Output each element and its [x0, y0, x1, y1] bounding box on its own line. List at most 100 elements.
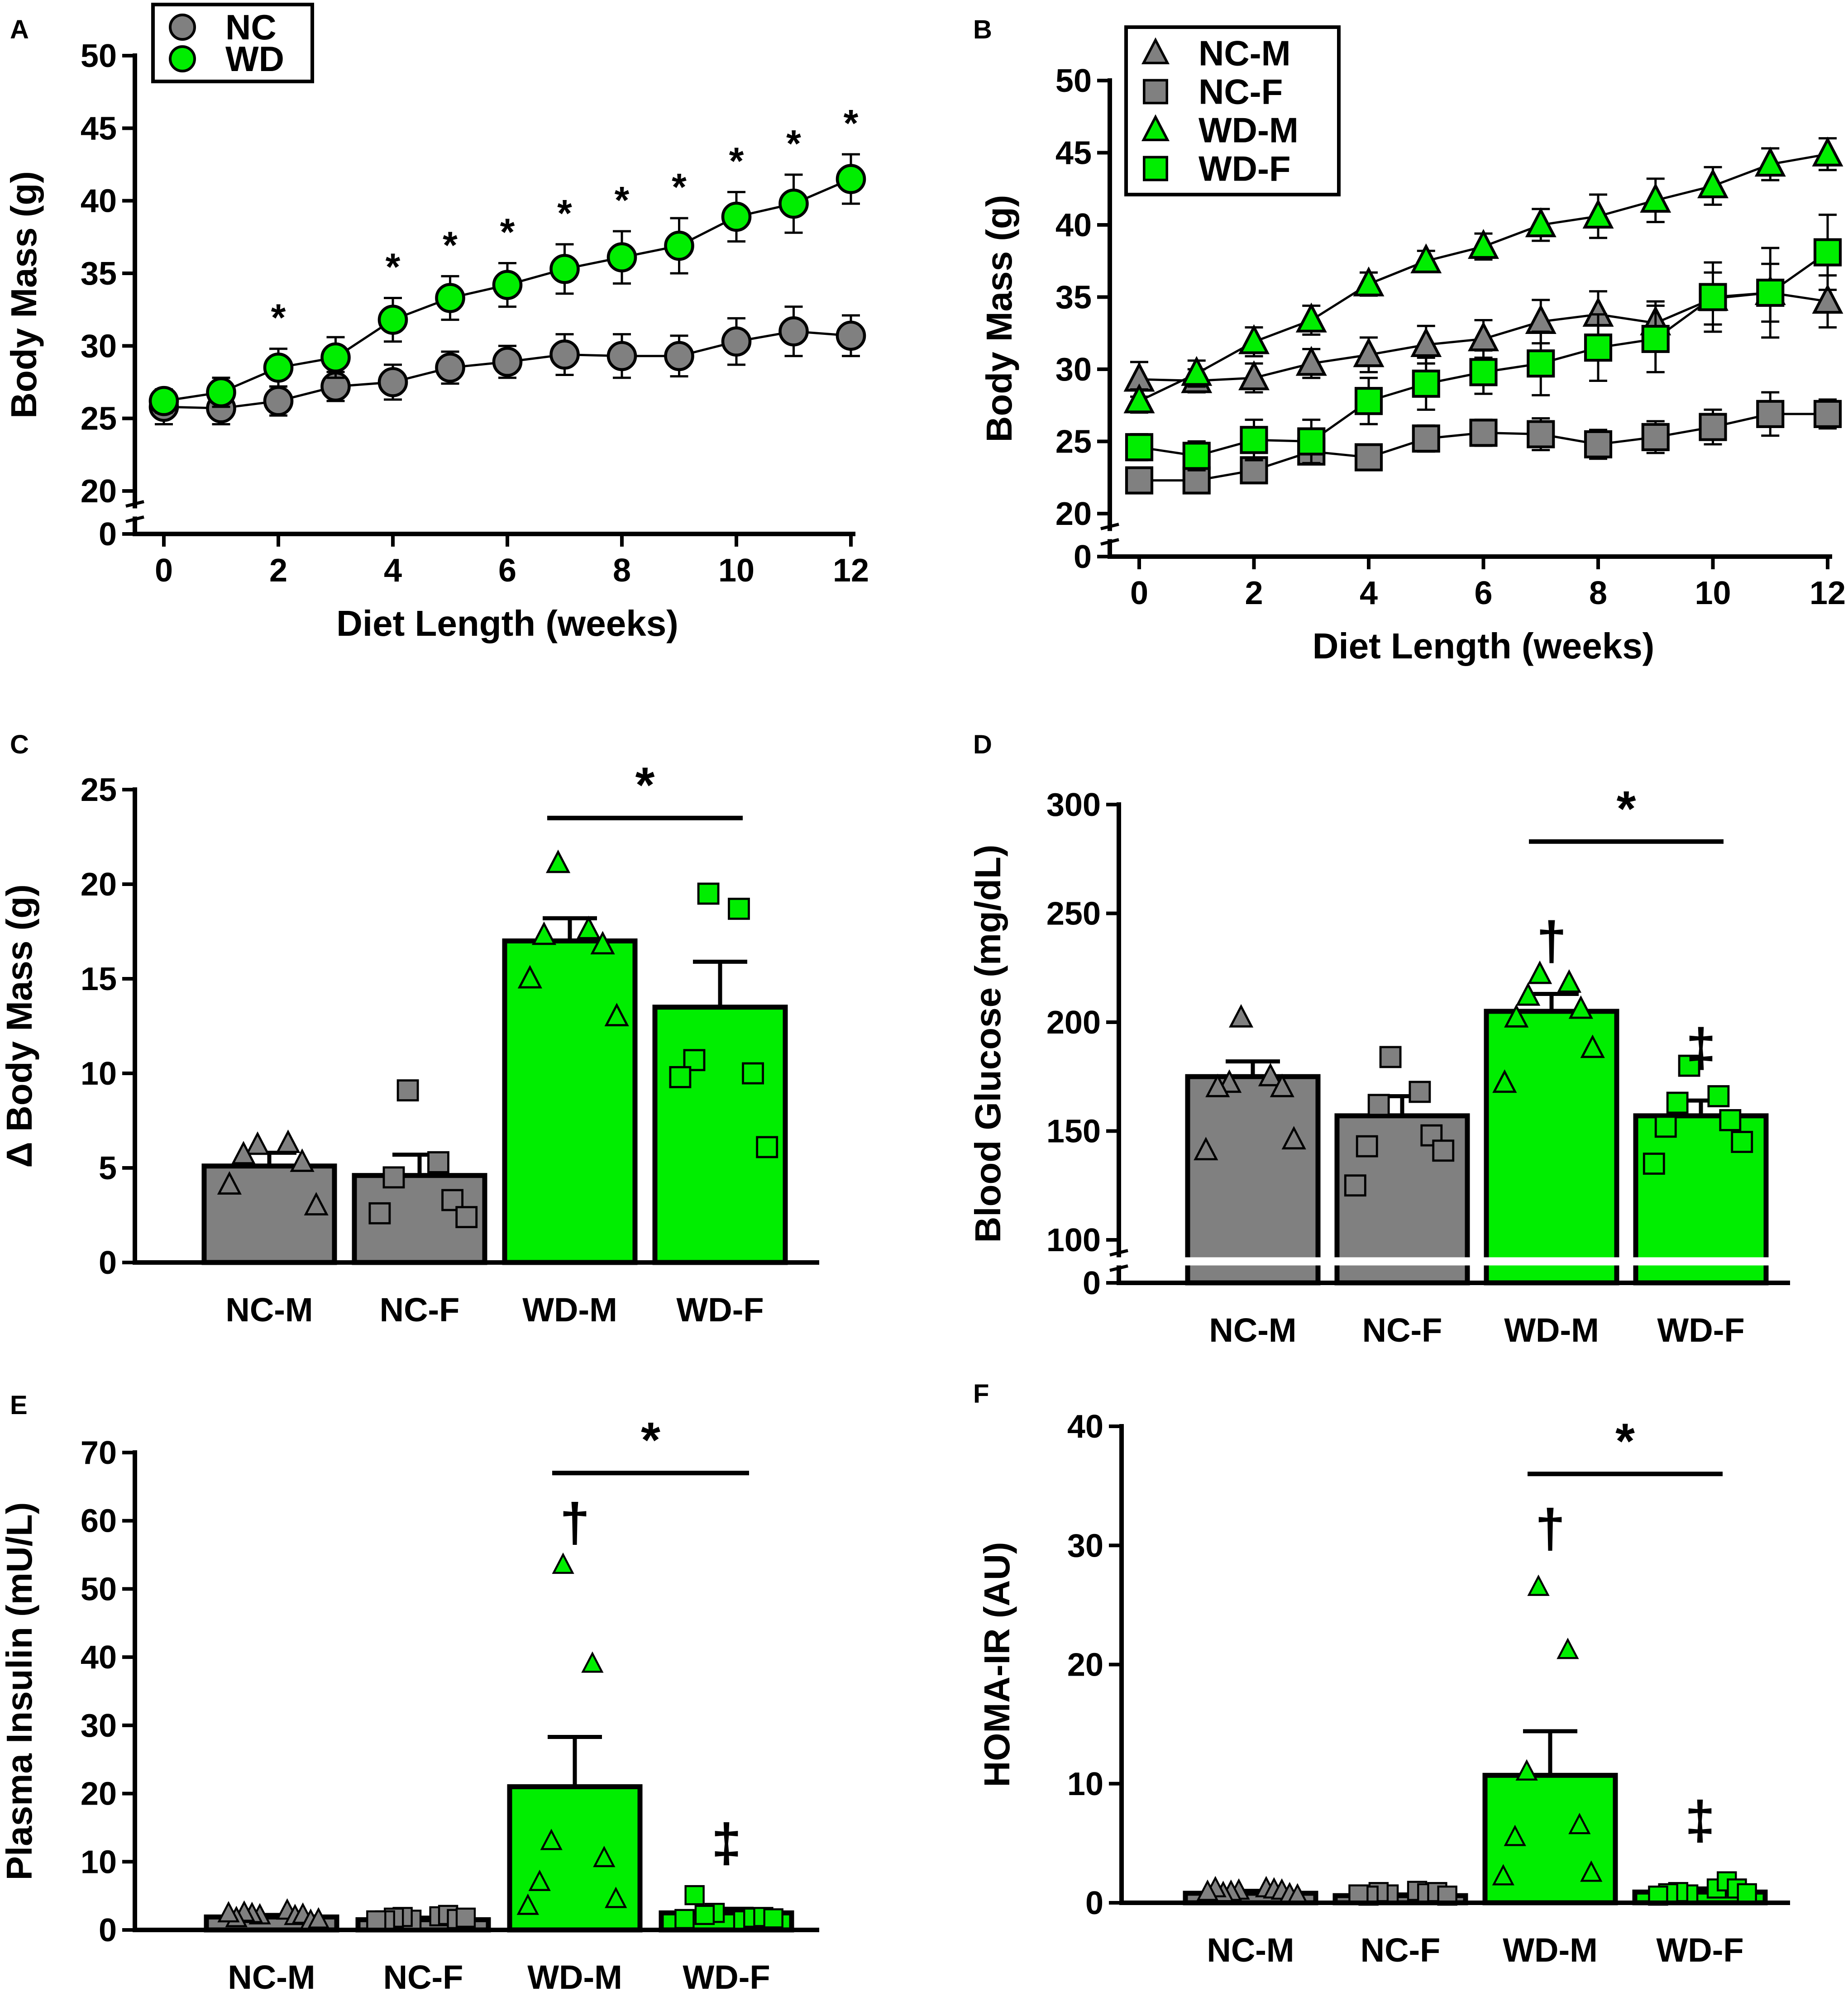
significance-star: *: [844, 102, 859, 144]
data-point: [1719, 1109, 1742, 1131]
significance-symbol: †: [1535, 1498, 1566, 1559]
category-label: WD-F: [1656, 1931, 1743, 1969]
y-axis-title: Body Mass (g): [4, 171, 44, 419]
data-point: [1641, 423, 1670, 452]
bar: [652, 1005, 788, 1265]
y-tick-label: 30: [1067, 1528, 1103, 1564]
significance-symbol: †: [1537, 911, 1567, 972]
y-tick-label: 100: [1046, 1222, 1101, 1258]
data-point: [263, 386, 294, 416]
data-point: [1568, 995, 1593, 1019]
points-nc-f: [368, 1079, 478, 1229]
category-label: NC-F: [1362, 1311, 1442, 1349]
category-label: WD-M: [522, 1291, 617, 1329]
data-point: [545, 849, 571, 873]
legend-marker: [169, 45, 196, 72]
panel-letter: E: [10, 1391, 28, 1420]
data-point: [1557, 1638, 1579, 1659]
data-point: [1756, 278, 1785, 307]
legend-label: NC-F: [1199, 72, 1283, 112]
y-axis-break-slash-bottom: [1109, 1264, 1128, 1272]
data-point: [1643, 1153, 1665, 1175]
y-tick-label: 250: [1046, 896, 1101, 932]
y-tick-label: 20: [1067, 1647, 1103, 1683]
y-tick-label: 40: [1055, 207, 1092, 243]
data-point: [1812, 284, 1843, 314]
significance-star: *: [557, 192, 572, 234]
series-wd-m: [1123, 136, 1843, 414]
significance-symbol: †: [560, 1492, 590, 1553]
category-label: WD-M: [527, 1958, 622, 1996]
data-point: [1379, 1046, 1402, 1068]
data-point: [1469, 358, 1498, 386]
y-tick-label: 30: [1055, 352, 1092, 388]
data-point: [396, 1079, 419, 1102]
data-point: [492, 270, 523, 300]
y-tick-label: 25: [81, 401, 117, 437]
y-tick-label: 0: [99, 516, 117, 553]
significance-star: *: [635, 757, 655, 813]
data-point: [1582, 199, 1614, 229]
y-tick-label: 10: [81, 1056, 117, 1092]
x-axis-title: Diet Length (weeks): [1313, 626, 1655, 666]
data-point: [1354, 443, 1383, 472]
data-point: [366, 1910, 387, 1931]
y-tick-label: 20: [81, 473, 117, 510]
axis-break-stripe: [1119, 1257, 1790, 1266]
significance-star: *: [271, 296, 286, 339]
category-label: NC-F: [383, 1958, 463, 1996]
x-tick-label: 4: [1360, 575, 1378, 611]
data-point: [382, 1166, 405, 1189]
legend-marker: [1141, 37, 1170, 65]
panel-d-bar-chart: D 100 150 200 250 300 0 NC-M NC-F WD-M WD-F Blood G…: [968, 730, 1790, 1349]
data-point: [763, 1908, 783, 1929]
y-axis-break-slash-top: [1100, 523, 1119, 530]
data-point: [427, 1151, 449, 1173]
y-tick-label: 45: [1055, 135, 1092, 171]
points-wd-m: [1492, 960, 1605, 1093]
points-nc-m: [217, 1898, 330, 1930]
data-point: [1281, 1126, 1306, 1150]
significance-star: *: [1615, 1413, 1635, 1469]
panel-letter: B: [973, 15, 992, 44]
significance-symbol: ‡: [1686, 1017, 1716, 1078]
points-wd-f: [1643, 1054, 1753, 1175]
legend-marker: [1143, 79, 1168, 105]
data-point: [1432, 1139, 1455, 1162]
x-tick-label: 8: [613, 553, 631, 589]
data-point: [1584, 333, 1613, 362]
points-nc-f: [366, 1905, 476, 1931]
significance-star: *: [1617, 781, 1636, 837]
points-wd-m: [516, 1552, 627, 1915]
data-point: [1754, 147, 1786, 177]
data-point: [694, 1905, 715, 1925]
data-point: [1181, 356, 1213, 386]
data-point: [206, 377, 236, 408]
data-point: [1678, 1054, 1700, 1077]
panel-c-bar-chart: C 0 5 10 15 20 25 NC-M NC-F WD-M WD-F Δ Body Mass (…: [0, 730, 819, 1329]
y-axis-title: Δ Body Mass (g): [0, 884, 39, 1167]
data-point: [1584, 430, 1613, 458]
points-wd-f: [669, 882, 778, 1158]
y-tick-label: 20: [81, 1776, 117, 1812]
data-point: [756, 1136, 778, 1158]
data-point: [1469, 419, 1498, 447]
y-tick-label: 300: [1046, 787, 1101, 823]
data-point: [1492, 1069, 1517, 1093]
points-nc-f: [1344, 1046, 1455, 1197]
data-point: [728, 897, 750, 920]
data-point: [778, 316, 809, 347]
series-wd: [148, 153, 866, 416]
data-point: [683, 1049, 706, 1072]
y-axis-title: Body Mass (g): [979, 195, 1019, 443]
y-tick-label: 25: [81, 772, 117, 808]
y-axis-break-slash-bottom: [125, 515, 144, 523]
data-point: [1504, 1825, 1526, 1846]
significance-symbol: ‡: [712, 1813, 742, 1873]
category-label: NC-M: [228, 1958, 315, 1996]
points-wd-f: [674, 1885, 783, 1931]
points-wd-m: [517, 849, 629, 1026]
y-tick-label: 35: [81, 256, 117, 292]
data-point: [1557, 969, 1581, 993]
